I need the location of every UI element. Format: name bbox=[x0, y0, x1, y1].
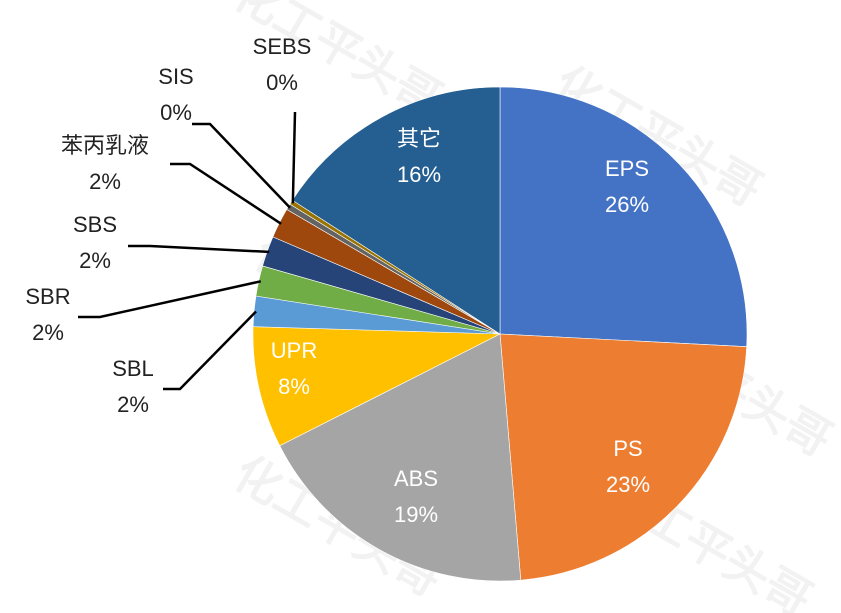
slice-label-value-8: 0% bbox=[160, 100, 192, 125]
leader-line-9 bbox=[291, 111, 297, 204]
slice-label-name-2: ABS bbox=[394, 466, 438, 491]
slice-label-name-10: 其它 bbox=[397, 126, 441, 151]
slice-label-name-5: SBR bbox=[25, 284, 70, 309]
slice-label-name-3: UPR bbox=[271, 338, 317, 363]
pie-slice-3 bbox=[252, 326, 501, 447]
slice-label-value-1: 23% bbox=[606, 472, 650, 497]
pie-slice-2 bbox=[279, 333, 522, 582]
slice-label-name-1: PS bbox=[613, 436, 642, 461]
pie-slice-10 bbox=[291, 86, 501, 335]
slice-label-name-6: SBS bbox=[73, 212, 117, 237]
leader-line-8 bbox=[192, 122, 291, 209]
leader-line-7 bbox=[170, 162, 282, 225]
slice-label-value-10: 16% bbox=[397, 162, 441, 187]
leader-lines bbox=[78, 111, 297, 391]
slice-label-value-4: 2% bbox=[117, 392, 149, 417]
slice-label-name-4: SBL bbox=[112, 356, 154, 381]
slice-label-value-0: 26% bbox=[605, 192, 649, 217]
slice-label-value-6: 2% bbox=[79, 248, 111, 273]
slice-label-value-9: 0% bbox=[266, 70, 298, 95]
slice-label-value-7: 2% bbox=[89, 169, 121, 194]
slice-label-value-3: 8% bbox=[278, 374, 310, 399]
slice-label-name-7: 苯丙乳液 bbox=[61, 133, 149, 158]
slice-label-name-9: SEBS bbox=[253, 34, 312, 59]
pie-slice-0 bbox=[499, 86, 748, 348]
slice-label-name-8: SIS bbox=[158, 64, 193, 89]
pie-slices bbox=[252, 86, 748, 582]
slice-label-value-5: 2% bbox=[32, 320, 64, 345]
slice-labels: EPS 26% PS 23% ABS 19% UPR 8% 其它 16% SBL 2% SBR 2% SBS… bbox=[25, 34, 650, 527]
slice-label-value-2: 19% bbox=[394, 502, 438, 527]
slice-label-name-0: EPS bbox=[605, 156, 649, 181]
pie-slice-1 bbox=[499, 333, 747, 581]
leader-line-5 bbox=[78, 280, 262, 319]
leader-line-4 bbox=[163, 310, 257, 391]
leader-line-6 bbox=[128, 244, 270, 254]
